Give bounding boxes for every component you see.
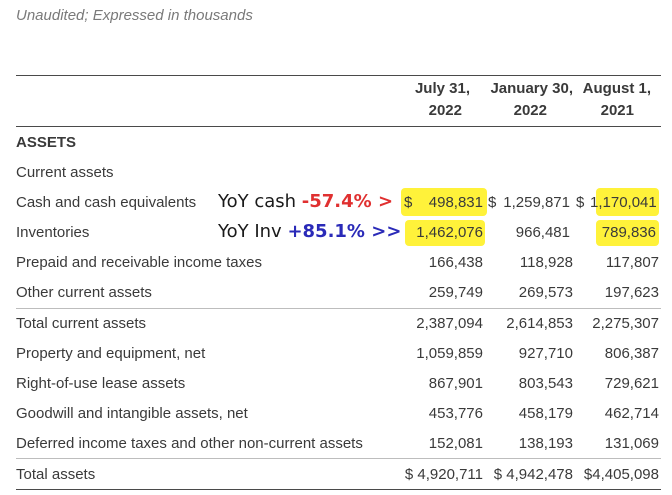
- row-label-inventories: Inventories: [16, 224, 90, 241]
- row-ppe-value-jan: 927,710: [518, 345, 573, 362]
- row-label-other-current: Other current assets: [16, 284, 152, 301]
- row-prepaid-value-jul: 166,438: [428, 254, 483, 271]
- row-inventories-value-jan: 966,481: [515, 224, 570, 241]
- row-label-cash: Cash and cash equivalents: [16, 194, 197, 211]
- top-rule: [16, 75, 661, 76]
- row-inventories-value-jul: 1,462,076: [416, 224, 483, 241]
- column-header-jan-2022: January 30, 2022: [490, 80, 573, 119]
- row-cash-value-jan: 1,259,871: [503, 194, 570, 211]
- row-inventories-value-aug: 789,836: [601, 224, 656, 241]
- header-rule: [16, 126, 661, 127]
- column-header-jul-2022: July 31, 2022: [414, 80, 470, 119]
- section-assets: ASSETS: [16, 134, 77, 151]
- row-goodwill-value-aug: 462,714: [604, 405, 659, 422]
- row-deferred-value-jul: 152,081: [428, 435, 483, 452]
- annotation-yoy-cash: YoY cash -57.4% >: [218, 191, 394, 212]
- row-cash-dollar-2: $: [488, 194, 497, 211]
- row-total-current-value-aug: 2,275,307: [592, 315, 659, 332]
- row-other-current-value-jan: 269,573: [518, 284, 573, 301]
- highlight-cash-aug: [596, 188, 659, 216]
- row-total-assets-value-jan: $ 4,942,478: [493, 466, 573, 483]
- row-label-total-current: Total current assets: [16, 315, 147, 332]
- row-rou-value-jan: 803,543: [518, 375, 573, 392]
- row-total-assets-value-aug: $4,405,098: [583, 466, 659, 483]
- row-deferred-value-aug: 131,069: [604, 435, 659, 452]
- column-header-aug-2021: August 1, 2021: [582, 80, 651, 119]
- row-cash-value-jul: 498,831: [428, 194, 483, 211]
- row-prepaid-value-aug: 117,807: [605, 254, 659, 271]
- row-other-current-value-aug: 197,623: [604, 284, 659, 301]
- highlight-inv-aug: [596, 220, 659, 246]
- row-label-prepaid: Prepaid and receivable income taxes: [16, 254, 262, 271]
- annotation-yoy-inv: YoY Inv +85.1% >>: [218, 221, 402, 242]
- row-other-current-value-jul: 259,749: [428, 284, 483, 301]
- highlight-cash-jul: [401, 188, 487, 216]
- row-deferred-value-jan: 138,193: [518, 435, 573, 452]
- row-label-goodwill: Goodwill and intangible assets, net: [16, 405, 248, 422]
- total-assets-rule: [16, 458, 661, 459]
- row-prepaid-value-jan: 118,928: [519, 254, 573, 271]
- row-label-ppe: Property and equipment, net: [16, 345, 206, 362]
- row-rou-value-aug: 729,621: [604, 375, 659, 392]
- bottom-rule: [16, 489, 661, 490]
- row-ppe-value-jul: 1,059,859: [416, 345, 483, 362]
- row-label-total-assets: Total assets: [16, 466, 96, 483]
- row-cash-dollar-1: $: [404, 194, 413, 211]
- statement-subtitle: Unaudited; Expressed in thousands: [16, 7, 253, 24]
- row-label-rou: Right-of-use lease assets: [16, 375, 186, 392]
- row-ppe-value-aug: 806,387: [604, 345, 659, 362]
- highlight-inv-jul: [405, 220, 485, 246]
- total-current-rule: [16, 308, 661, 309]
- row-total-current-value-jul: 2,387,094: [416, 315, 483, 332]
- row-cash-value-aug: 1,170,041: [590, 194, 657, 211]
- row-cash-dollar-3: $: [576, 194, 585, 211]
- row-goodwill-value-jul: 453,776: [428, 405, 483, 422]
- row-total-current-value-jan: 2,614,853: [506, 315, 573, 332]
- subsection-current-assets: Current assets: [16, 164, 114, 181]
- row-total-assets-value-jul: $ 4,920,711: [404, 466, 483, 483]
- row-goodwill-value-jan: 458,179: [518, 405, 573, 422]
- row-rou-value-jul: 867,901: [428, 375, 483, 392]
- row-label-deferred: Deferred income taxes and other non-curr…: [16, 435, 363, 452]
